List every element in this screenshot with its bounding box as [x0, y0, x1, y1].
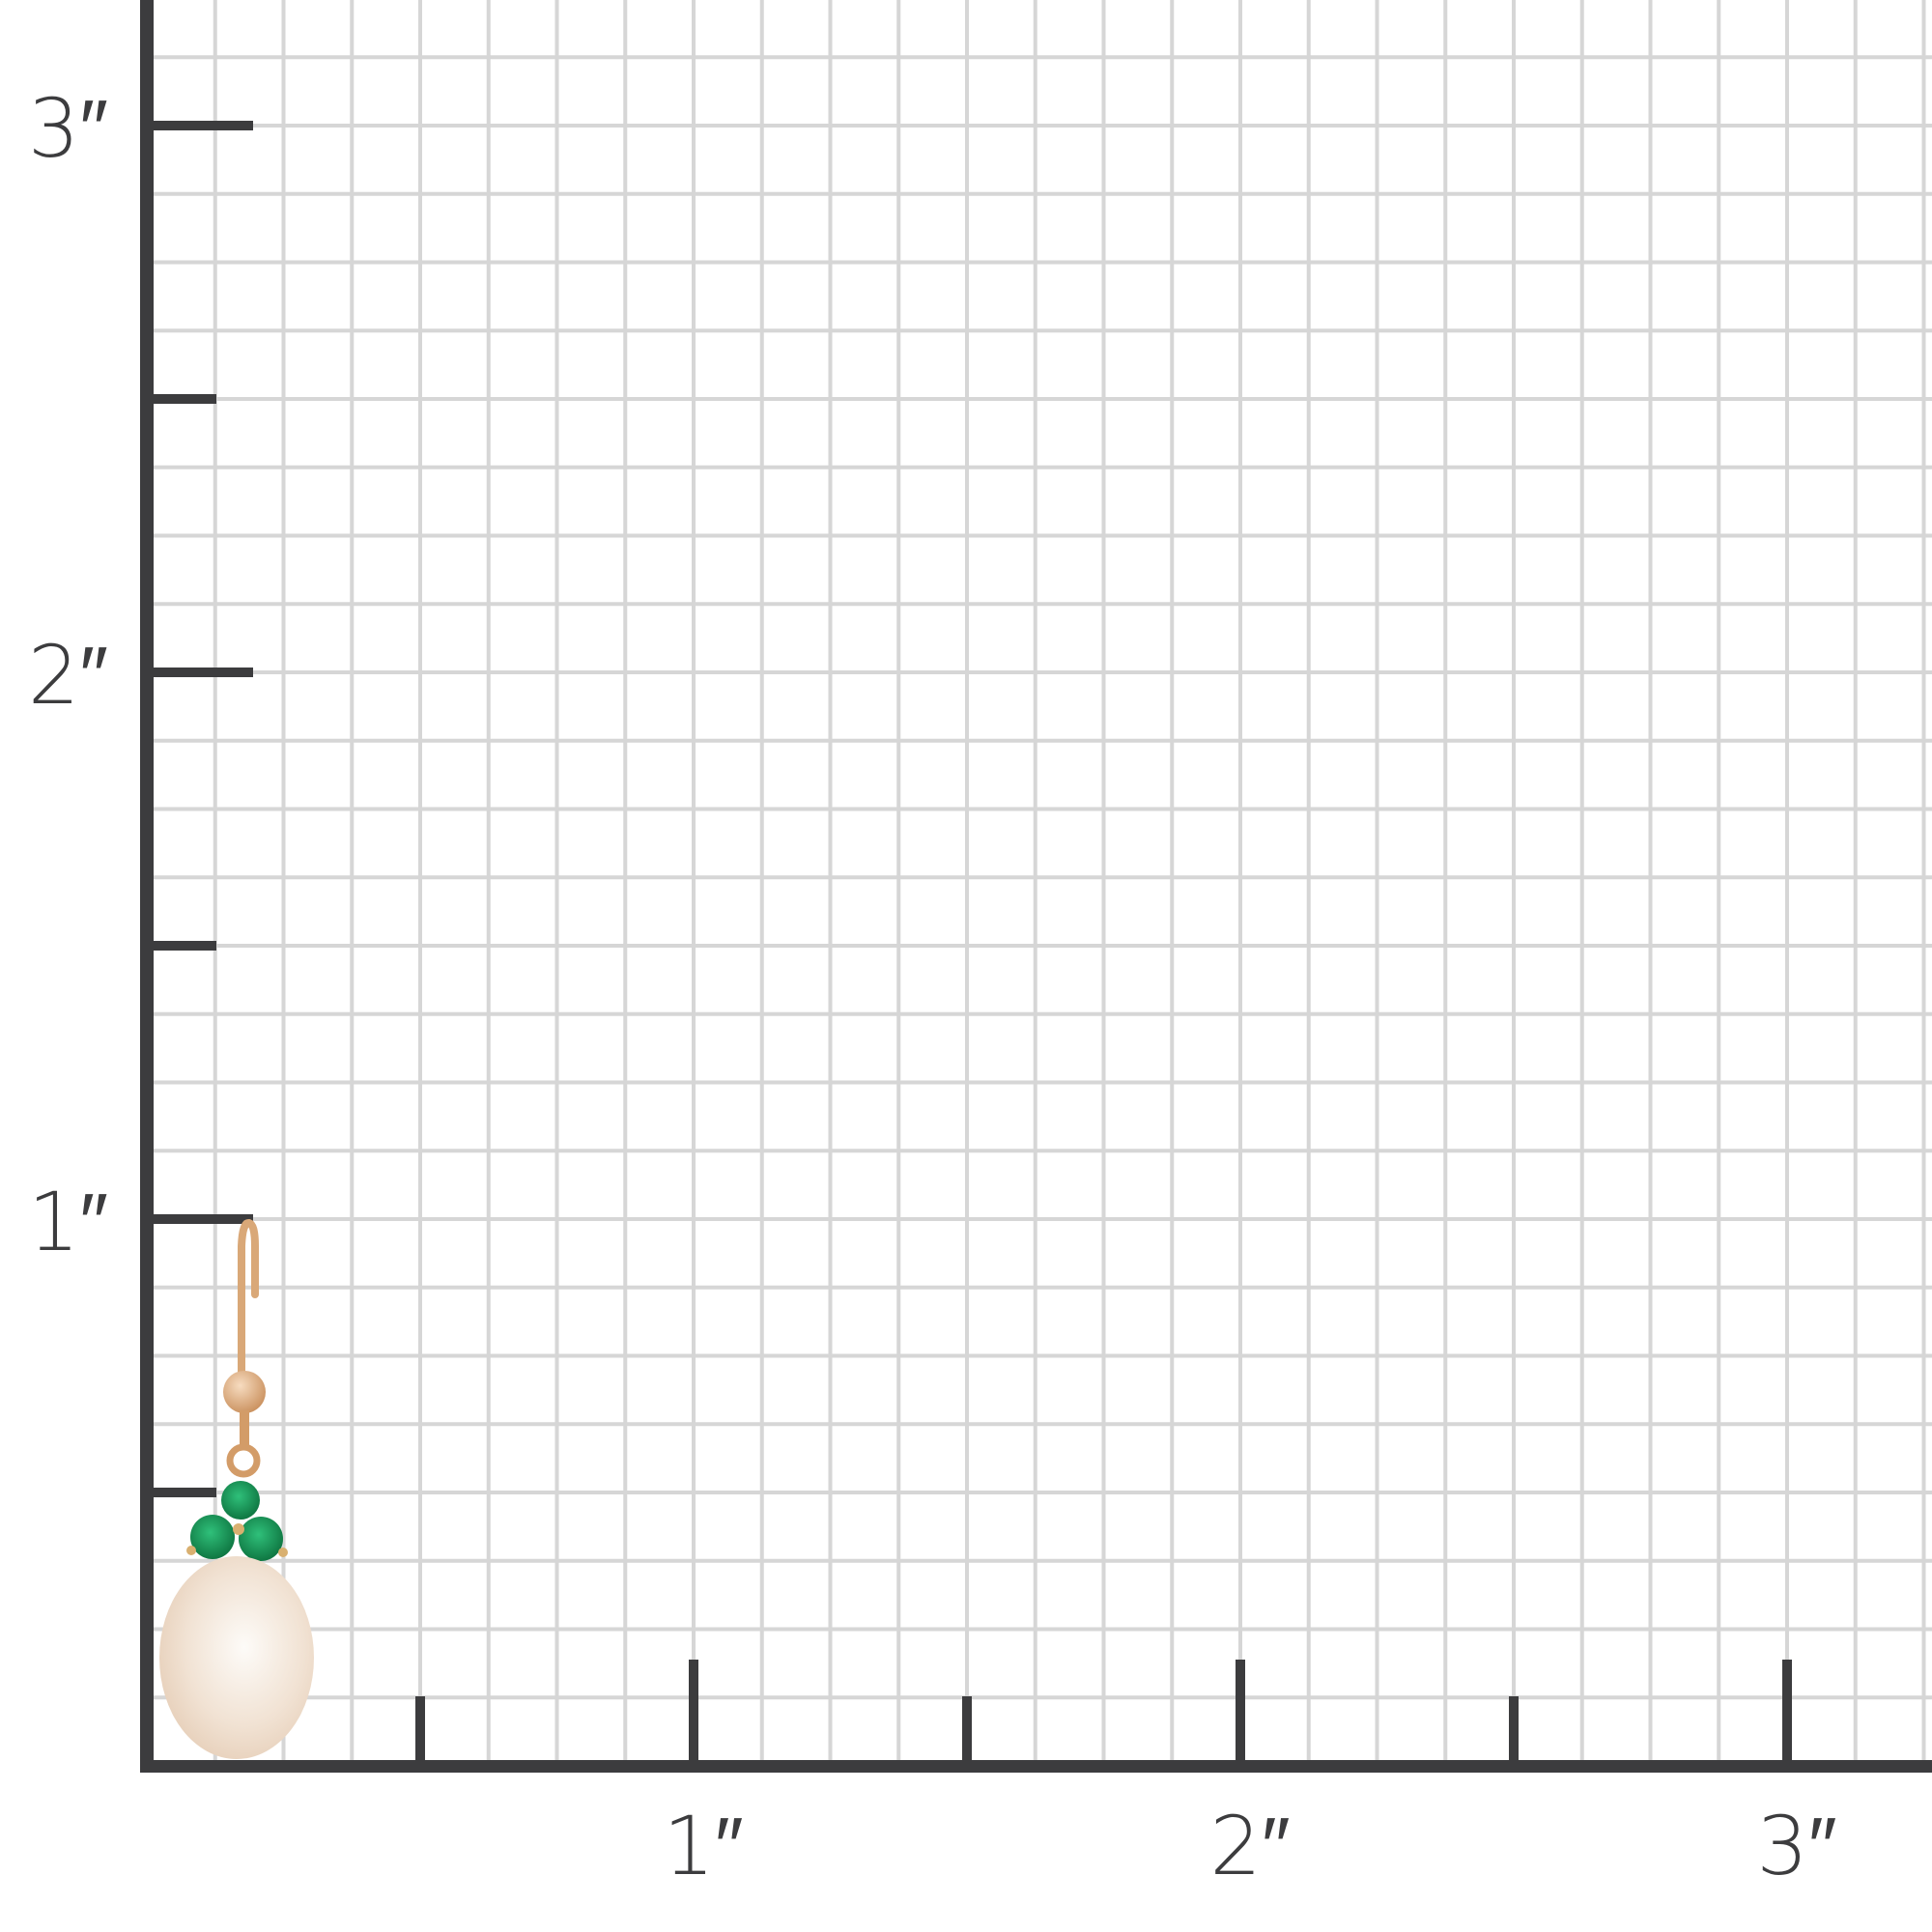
x-minor-tick: [1509, 1696, 1519, 1766]
x-axis: [140, 1760, 1932, 1773]
x-tick-label: 1″: [663, 1799, 743, 1893]
x-major-tick: [1782, 1660, 1792, 1766]
axis-ticks: [147, 121, 1792, 1766]
y-tick-label: 1″: [28, 1175, 108, 1269]
gold-loop: [226, 1443, 261, 1478]
y-major-tick: [147, 1214, 253, 1224]
gold-bead: [223, 1371, 266, 1413]
y-minor-tick: [147, 394, 216, 404]
x-tick-label: 2″: [1209, 1799, 1290, 1893]
pearl: [159, 1556, 314, 1759]
grid-lines: [147, 0, 1932, 1766]
emerald-stone: [239, 1517, 283, 1561]
y-tick-label: 3″: [28, 81, 108, 176]
y-minor-tick: [147, 1488, 216, 1497]
y-tick-label: 2″: [28, 628, 108, 723]
earring-hook: [238, 1219, 259, 1385]
emerald-stone: [190, 1515, 235, 1559]
x-minor-tick: [415, 1696, 425, 1766]
earring-image: [159, 1219, 314, 1759]
x-minor-tick: [962, 1696, 972, 1766]
prong: [233, 1523, 244, 1535]
x-major-tick: [689, 1660, 698, 1766]
y-axis: [140, 0, 154, 1773]
x-tick-label: 3″: [1756, 1799, 1836, 1893]
y-minor-tick: [147, 941, 216, 951]
prong: [278, 1548, 288, 1557]
emerald-stone: [221, 1481, 260, 1520]
gold-stem: [240, 1410, 249, 1449]
y-major-tick: [147, 668, 253, 677]
x-major-tick: [1236, 1660, 1245, 1766]
prong: [186, 1546, 196, 1555]
y-major-tick: [147, 121, 253, 130]
